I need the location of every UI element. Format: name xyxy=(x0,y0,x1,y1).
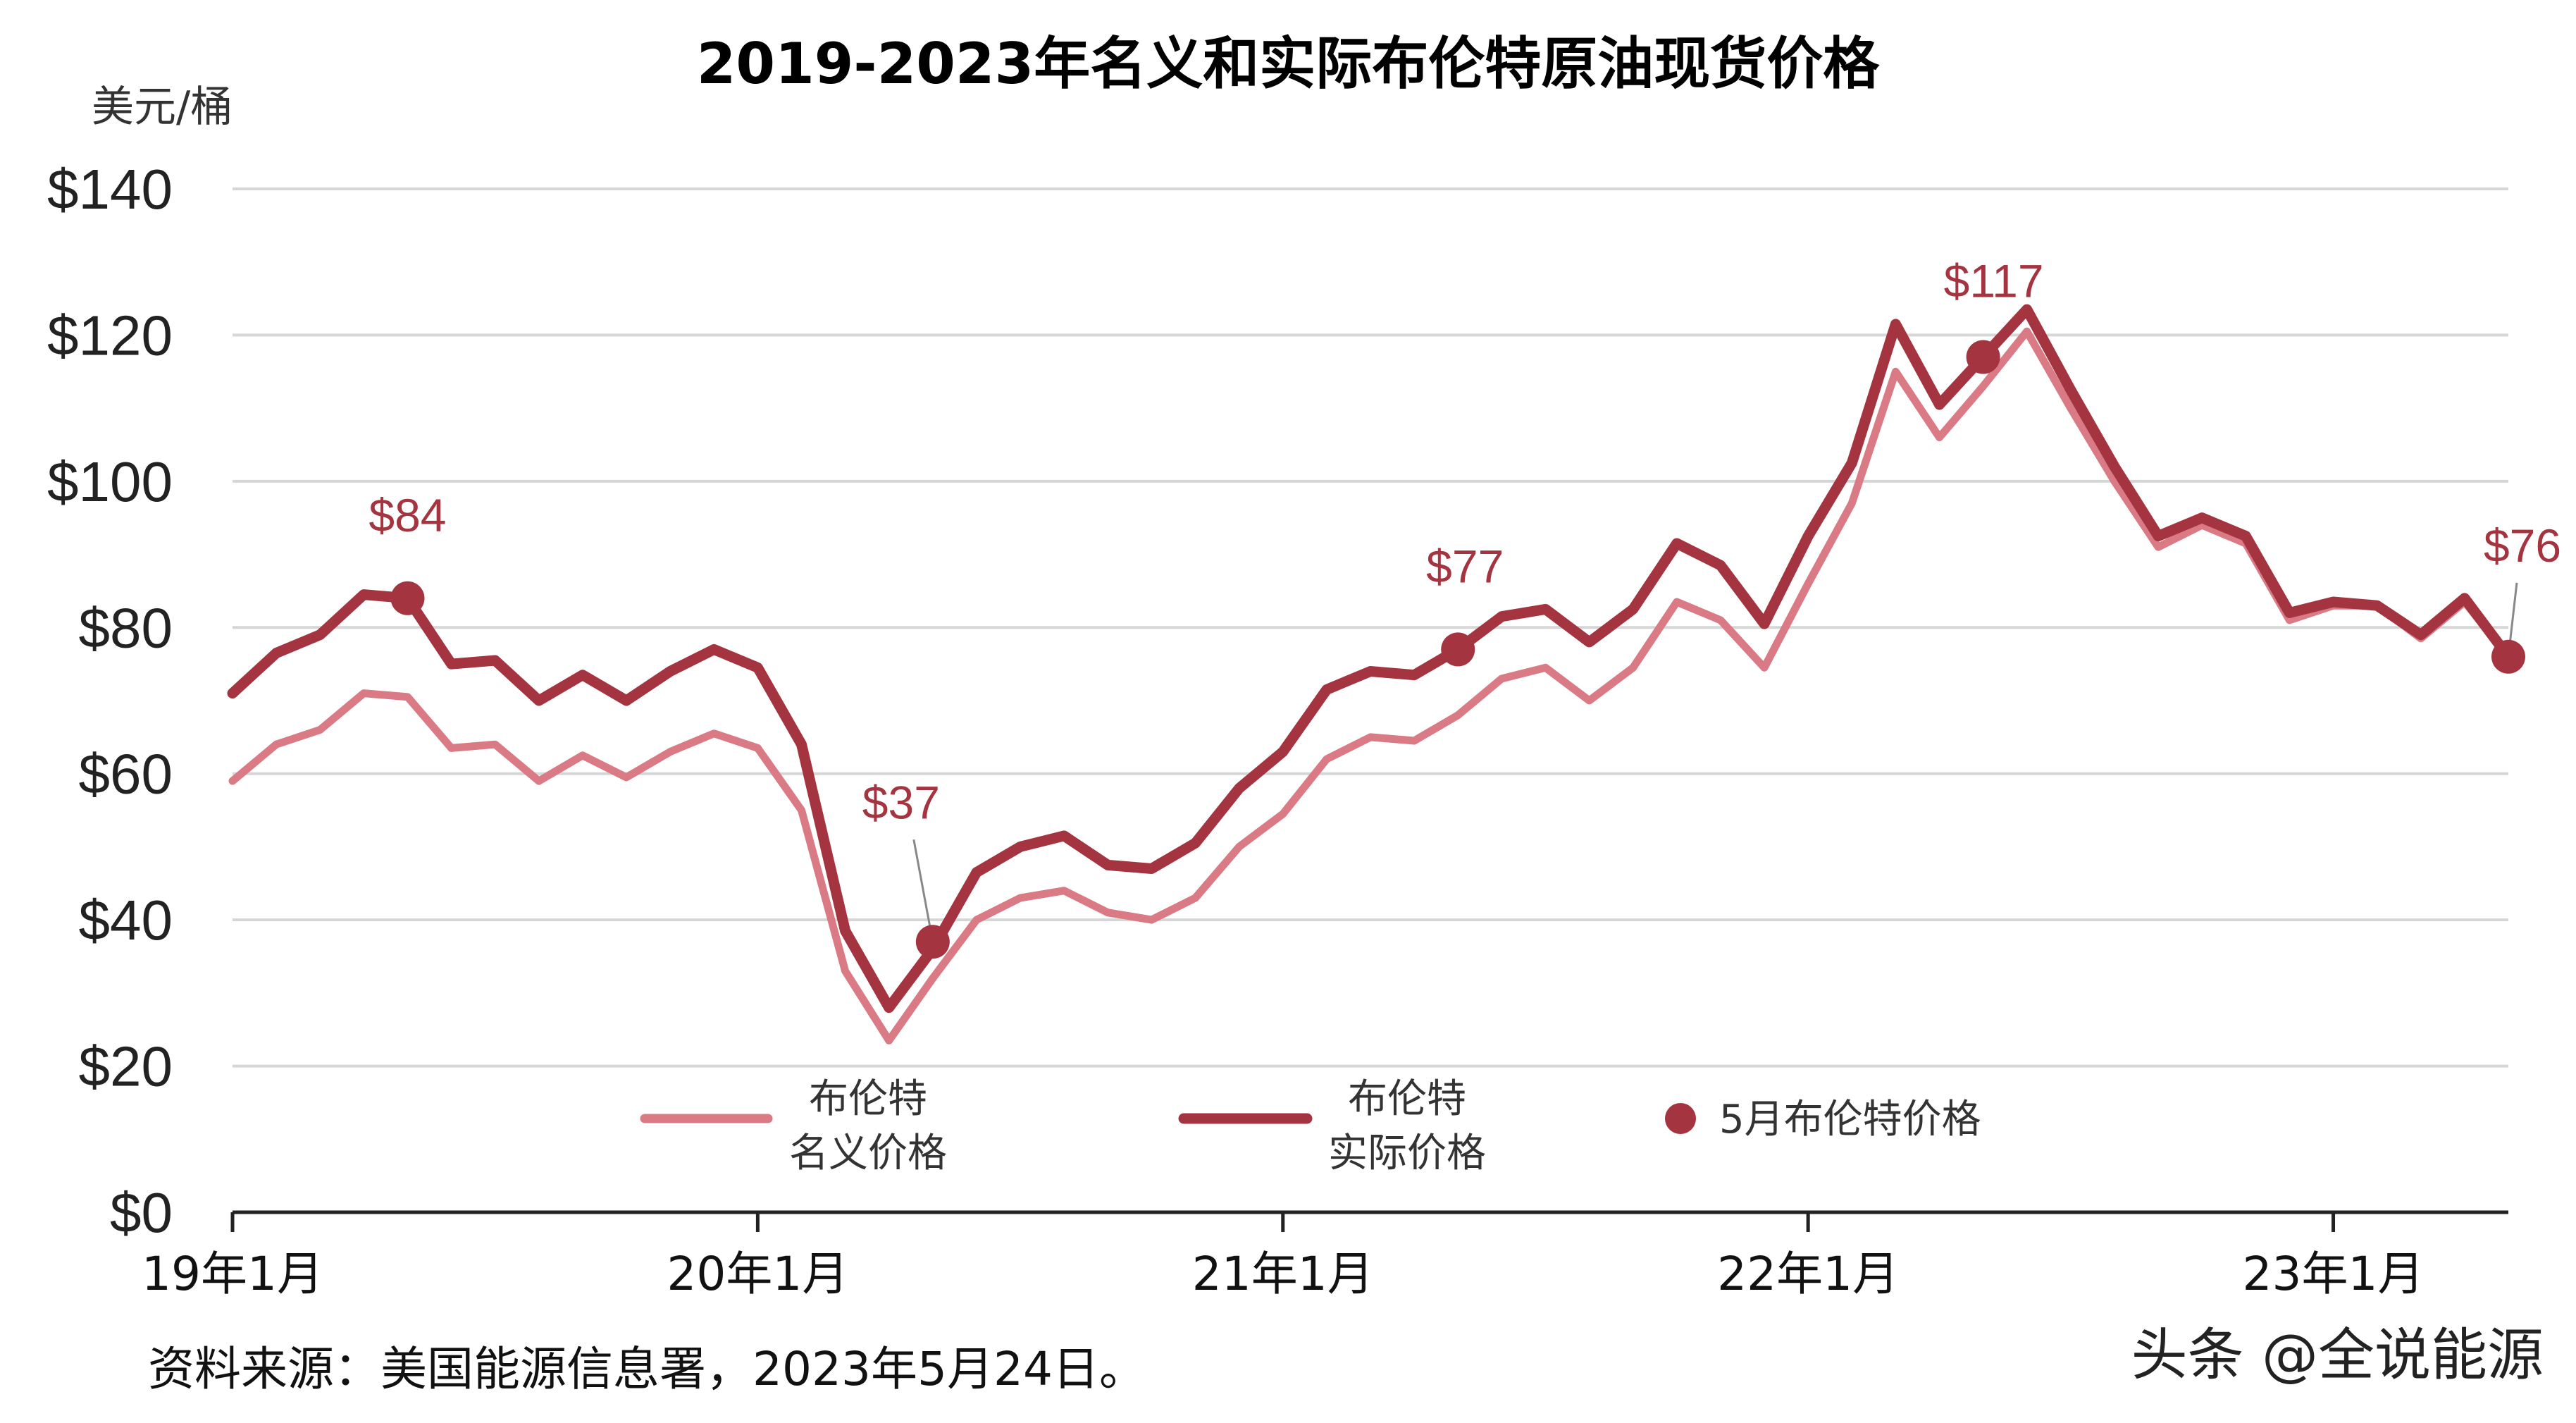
y-tick-label: $0 xyxy=(110,1181,173,1244)
legend-label-line2: 名义价格 xyxy=(789,1131,947,1176)
x-tick-label: 23年1月 xyxy=(2243,1247,2425,1301)
y-tick-label: $100 xyxy=(47,450,173,513)
legend-label-marker: 5月布伦特价格 xyxy=(1719,1097,1981,1142)
marker-label: $84 xyxy=(369,489,446,541)
may-price-marker xyxy=(1441,632,1475,667)
legend-marker-swatch xyxy=(1665,1103,1696,1134)
legend-label-line1: 布伦特 xyxy=(1348,1076,1466,1122)
annotations: $84 $37 $77 $117 $76 xyxy=(369,255,2561,959)
x-tick-label: 19年1月 xyxy=(142,1247,323,1301)
marker-label: $76 xyxy=(2484,519,2561,572)
may-price-marker xyxy=(1966,340,2000,374)
y-tick-label: $60 xyxy=(79,743,173,806)
series-line-real xyxy=(227,304,2514,1014)
series-lines xyxy=(227,304,2514,1045)
series-line-nominal xyxy=(228,327,2513,1045)
grid-lines xyxy=(233,187,2508,1068)
x-tick-label: 21年1月 xyxy=(1192,1247,1374,1301)
y-tick-label: $20 xyxy=(79,1035,173,1098)
marker-label: $37 xyxy=(862,776,940,828)
chart-title: 2019-2023年名义和实际布伦特原油现货价格 xyxy=(697,31,1881,97)
source-note: 资料来源：美国能源信息署，2023年5月24日。 xyxy=(148,1342,1146,1396)
y-tick-label: $80 xyxy=(79,596,173,659)
may-price-marker xyxy=(915,925,950,959)
legend-label-line2: 实际价格 xyxy=(1328,1131,1486,1176)
y-tick-label: $120 xyxy=(47,304,173,366)
may-price-marker xyxy=(2491,639,2525,674)
marker-label: $77 xyxy=(1426,540,1504,592)
y-axis-ticks: $0 $20 $40 $60 $80 $100 $120 $140 xyxy=(47,158,173,1244)
y-axis-unit-label: 美元/桶 xyxy=(92,82,233,132)
may-price-marker xyxy=(390,581,425,615)
legend-item-may-marker: 5月布伦特价格 xyxy=(1665,1097,1981,1142)
x-axis: 19年1月 20年1月 21年1月 22年1月 23年1月 xyxy=(142,1210,2508,1301)
x-tick-label: 22年1月 xyxy=(1717,1247,1899,1301)
watermark: 头条 @全说能源 xyxy=(2131,1322,2544,1388)
y-tick-label: $140 xyxy=(47,158,173,221)
x-tick-label: 20年1月 xyxy=(667,1247,848,1301)
marker-label: $117 xyxy=(1944,255,2044,307)
legend-label-line1: 布伦特 xyxy=(809,1076,927,1122)
annotation-leader xyxy=(912,839,934,942)
y-tick-label: $40 xyxy=(79,889,173,951)
